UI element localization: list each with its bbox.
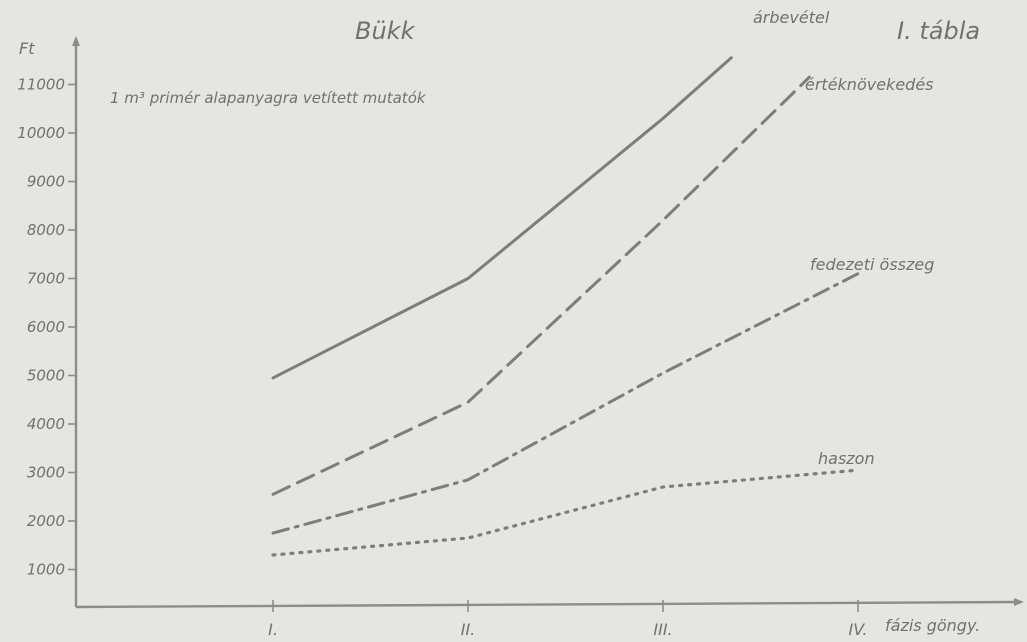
y-tick-label: 8000 [27, 221, 65, 239]
x-axis-arrow [1014, 598, 1024, 606]
y-tick-label: 10000 [17, 124, 65, 142]
y-axis-label: Ft [19, 39, 35, 58]
y-tick-label: 7000 [27, 270, 65, 288]
y-tick-label: 9000 [27, 173, 65, 191]
x-tick-label: I. [268, 620, 278, 639]
y-axis-ticks: 1000 2000 3000 4000 5000 6000 7000 8000 9000 1000… [17, 76, 76, 579]
x-tick-label: IV. [849, 620, 868, 639]
series-label-haszon: haszon [818, 449, 875, 468]
axes [72, 36, 1024, 607]
series-label-fedezeti-osszeg: fedezeti összeg [810, 255, 934, 274]
x-tick-label: III. [653, 620, 672, 639]
y-tick-label: 1000 [27, 561, 65, 579]
x-tick-label: II. [461, 620, 476, 639]
y-tick-label: 5000 [27, 367, 65, 385]
series-line-2 [273, 274, 858, 533]
y-tick-label: 2000 [27, 512, 65, 530]
chart-title: Bükk [355, 17, 416, 45]
x-axis-label: fázis göngy. [885, 616, 980, 635]
series-line-3 [273, 470, 858, 555]
series-label-arbevetel: árbevétel [753, 8, 830, 27]
y-tick-label: 3000 [27, 464, 65, 482]
y-tick-label: 4000 [27, 415, 65, 433]
y-tick-label: 6000 [27, 318, 65, 336]
series-line-1 [273, 77, 809, 494]
series-label-erteknovekedes: értéknövekedés [805, 75, 934, 94]
plate-label: I. tábla [897, 17, 980, 45]
y-axis-arrow [72, 36, 80, 46]
y-tick-label: 11000 [17, 76, 65, 94]
chart-subtitle: 1 m³ primér alapanyagra vetített mutatók [110, 89, 427, 107]
x-axis-line [76, 602, 1018, 607]
series-lines [273, 58, 858, 555]
